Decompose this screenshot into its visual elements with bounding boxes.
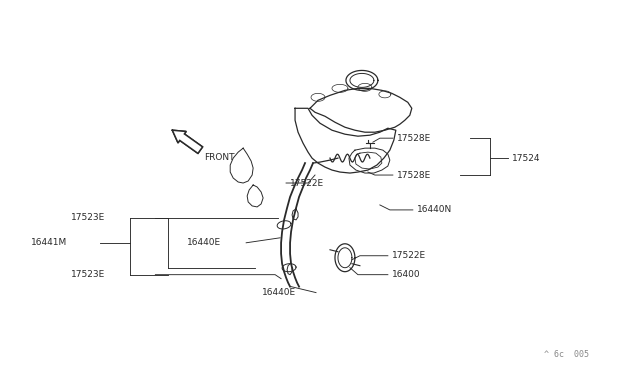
Text: FRONT: FRONT bbox=[204, 153, 235, 162]
Text: 16400: 16400 bbox=[392, 270, 420, 279]
Polygon shape bbox=[172, 130, 203, 153]
Text: 16441M: 16441M bbox=[31, 238, 67, 247]
Text: 16440E: 16440E bbox=[188, 238, 221, 247]
Text: 17523E: 17523E bbox=[70, 270, 105, 279]
Text: ^ 6c  005: ^ 6c 005 bbox=[545, 350, 589, 359]
Text: 17522E: 17522E bbox=[392, 251, 426, 260]
Text: 17524: 17524 bbox=[511, 154, 540, 163]
Text: 16440N: 16440N bbox=[417, 205, 452, 214]
Text: 17528E: 17528E bbox=[397, 134, 431, 143]
Text: 16440E: 16440E bbox=[262, 288, 296, 297]
Text: 17528E: 17528E bbox=[397, 170, 431, 180]
Text: 17522E: 17522E bbox=[290, 179, 324, 187]
Text: 17523E: 17523E bbox=[70, 214, 105, 222]
